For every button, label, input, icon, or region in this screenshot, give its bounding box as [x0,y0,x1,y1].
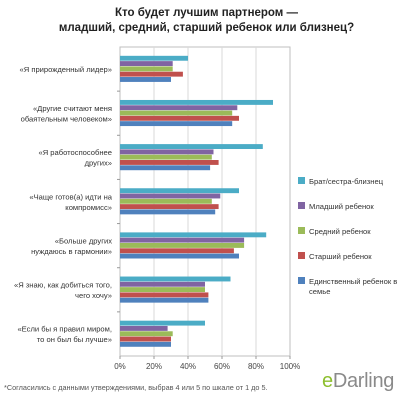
bar [120,204,219,210]
category-label-line: «Если бы я правил миром, [17,325,112,334]
category-label: «Другие считают меня обаятельным человеко… [21,104,112,124]
legend-label: Младший ребенок [309,202,374,211]
x-tick-label: 100% [280,362,300,371]
bar [120,198,212,204]
legend-swatch [298,252,305,259]
category-label-line: «Я знаю, как добиться того, [14,281,112,290]
bar [120,71,183,77]
legend-swatch [298,227,305,234]
bar [120,237,245,243]
legend-label: Брат/сестра-близнец [309,177,384,186]
category-label: «Чаще готов(а) идти на компромисс» [29,192,112,212]
bar [120,242,245,248]
x-tick-label: 0% [114,362,126,371]
bar [120,165,211,171]
category-label-line: «Я прирожденный лидер» [20,65,112,74]
category-label-line: чего хочу» [75,291,112,300]
bar [120,66,173,72]
category-label-line: «Я работоспособнее [38,148,112,157]
bar [120,188,239,194]
x-tick-label: 80% [248,362,264,371]
bar [120,144,263,150]
legend-swatch [298,202,305,209]
chart-title: Кто будет лучшим партнером — младший, ср… [0,6,413,36]
chart-title-line-2: младший, средний, старший ребенок или бл… [58,22,355,34]
bar [120,292,209,298]
chart-title-line-1: Кто будет лучшим партнером — [114,7,299,19]
bar [120,99,273,105]
bar [120,325,168,331]
legend-label-line: Единственный ребенок в [309,277,397,286]
category-label-line: обаятельным человеком» [21,114,112,123]
category-label-line: «Больше других [55,236,112,245]
legend-label: Единственный ребенок в семье [309,277,397,296]
bar [120,115,239,121]
category-label: «Я знаю, как добиться того, чего хочу» [14,281,112,301]
category-label: «Больше других нуждаюсь в гармонии» [31,236,112,256]
legend-swatch [298,277,305,284]
legend-label-line: Старший ребенок [309,252,372,261]
logo-prefix: e [322,370,333,392]
category-label-line: других» [85,159,112,168]
bar [120,154,212,160]
bar [120,77,171,82]
bar [120,121,233,127]
category-label: «Если бы я правил миром, то он был бы луч… [17,325,112,345]
legend-label-line: семье [309,287,330,296]
category-label: «Я прирожденный лидер» [20,65,112,74]
category-label-line: нуждаюсь в гармонии» [31,247,112,256]
bar [120,149,214,155]
x-tick-label: 40% [180,362,196,371]
bar [120,105,238,111]
bar [120,61,173,67]
bar [120,331,173,337]
category-label-line: компромисс» [65,203,112,212]
category-label-line: «Чаще готов(а) идти на [29,192,112,201]
bar [120,232,267,238]
legend-label-line: Средний ребенок [309,227,371,236]
bar [120,276,231,282]
bar [120,110,233,116]
category-label-line: то он был бы лучше» [37,335,112,344]
legend-label-line: Младший ребенок [309,202,374,211]
category-label: «Я работоспособнее других» [38,148,112,168]
legend-label: Старший ребенок [309,252,372,261]
bar [120,248,234,254]
x-tick-label: 60% [214,362,230,371]
legend-label-line: Брат/сестра-близнец [309,177,384,186]
bar [120,281,205,287]
footnote: *Согласились с данными утверждениями, вы… [4,383,268,392]
bar [120,336,171,342]
bar [120,341,171,347]
bar [120,320,205,326]
bar [120,253,239,259]
bar [120,160,219,165]
logo-name: Darling [332,370,395,392]
x-tick-label: 20% [146,362,162,371]
bar [120,287,205,293]
bar [120,55,188,61]
bar [120,209,216,215]
bar [120,297,209,303]
edarling-logo: eDarling [322,370,410,393]
legend-swatch [298,177,305,184]
category-label-line: «Другие считают меня [33,104,112,113]
bar [120,193,221,199]
legend-label: Средний ребенок [309,227,371,236]
